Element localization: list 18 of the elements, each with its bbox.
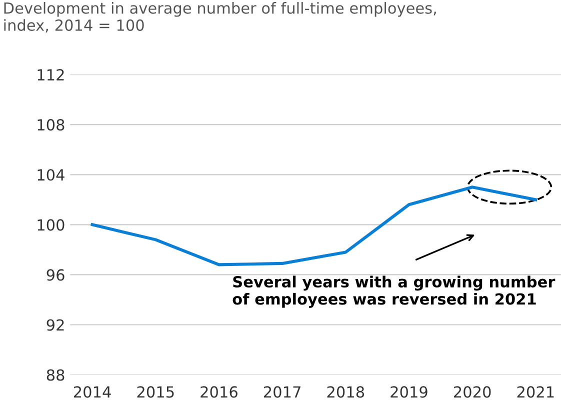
x-tick-label: 2018 [327, 386, 364, 398]
annotation: Several years with a growing number of employees was reversed in 2021 [232, 276, 556, 308]
y-tick-label: 112 [38, 69, 64, 80]
x-tick-label: 2021 [517, 386, 554, 398]
y-tick-label: 104 [38, 169, 64, 181]
y-tick-label: 92 [46, 319, 64, 331]
y-tick-label: 96 [46, 269, 64, 281]
y-tick-label: 100 [38, 219, 64, 231]
x-tick-label: 2015 [137, 386, 174, 398]
y-tick-label: 108 [38, 119, 64, 131]
line-series [90, 186, 538, 266]
x-tick-label: 2019 [390, 386, 428, 398]
chart-title: Development in average number of full-time employees, index, 2014 = 100 [4, 2, 436, 33]
x-tick-label: 2014 [74, 386, 111, 398]
y-tick-label: 88 [46, 369, 64, 381]
x-tick-label: 2017 [264, 386, 300, 398]
x-tick-label: 2020 [454, 386, 491, 398]
x-tick-label: 2016 [200, 386, 238, 398]
